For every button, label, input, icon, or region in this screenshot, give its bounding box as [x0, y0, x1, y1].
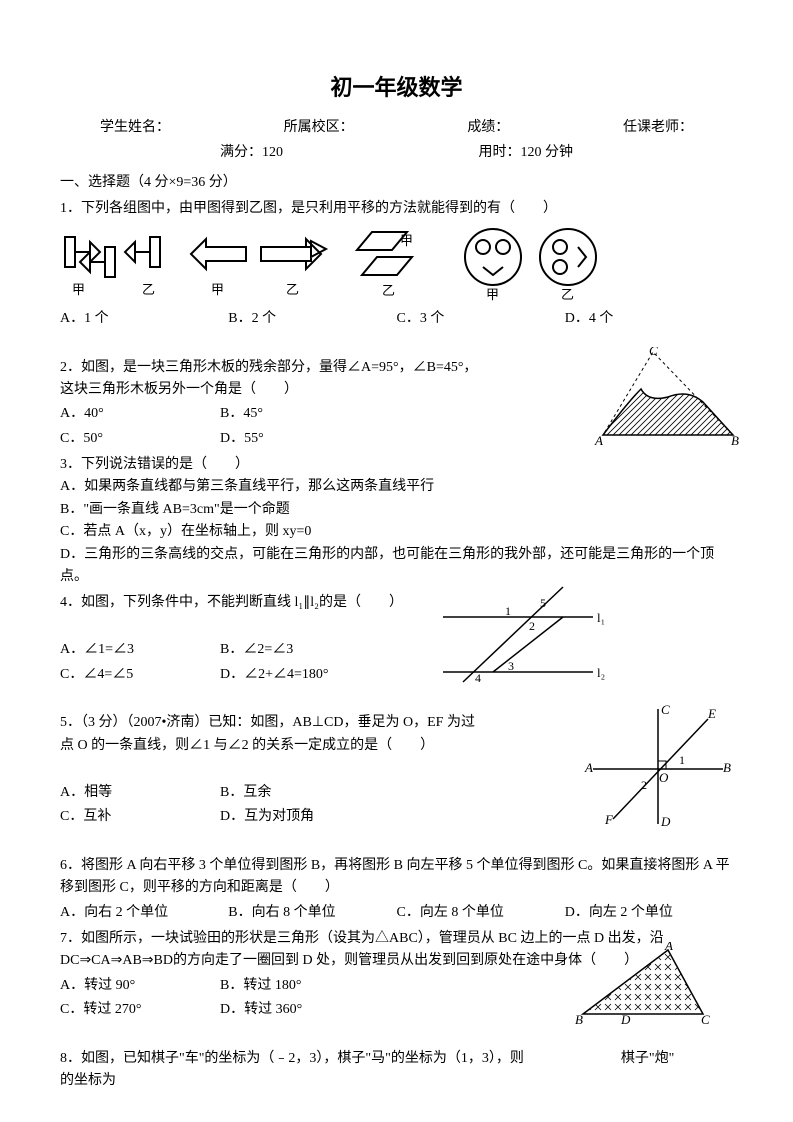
svg-text:2: 2 — [529, 619, 535, 633]
q5-figure: A B C D E F O 1 2 — [583, 704, 733, 829]
svg-text:1: 1 — [679, 753, 685, 767]
q7-optA: A．转过 90° — [60, 975, 220, 997]
time-label: 用时：120 分钟 — [479, 142, 574, 164]
q4-text: 4．如图，下列条件中，不能判断直线 l₁∥l₂的是（ ） — [60, 592, 733, 614]
svg-text:C: C — [701, 1012, 710, 1027]
svg-text:乙: 乙 — [561, 287, 574, 302]
q3-text: 3．下列说法错误的是（ ） — [60, 454, 733, 476]
svg-text:甲: 甲 — [486, 287, 499, 302]
q5-optC: C．互补 — [60, 806, 220, 828]
section-1-title: 一、选择题（4 分×9=36 分） — [60, 172, 733, 194]
svg-text:B: B — [575, 1012, 583, 1027]
q7-optB: B．转过 180° — [220, 975, 380, 997]
svg-text:D: D — [620, 1012, 631, 1027]
name-label: 学生姓名： — [100, 117, 170, 139]
q6-optB: B．向右 8 个单位 — [228, 902, 396, 924]
svg-text:乙: 乙 — [286, 282, 299, 297]
svg-text:A: A — [664, 942, 673, 953]
question-2: 2．如图，是一块三角形木板的残余部分，量得∠A=95°，∠B=45°， 这块三角… — [60, 357, 733, 451]
question-6: 6．将图形 A 向右平移 3 个单位得到图形 B，再将图形 B 向左平移 5 个… — [60, 855, 733, 924]
q2-optA: A．40° — [60, 403, 220, 425]
q1-options: A．1 个 B．2 个 C．3 个 D．4 个 — [60, 308, 733, 330]
q6-optD: D．向左 2 个单位 — [565, 902, 733, 924]
q7-figure: A B C D — [573, 942, 713, 1027]
svg-text:B: B — [731, 433, 739, 447]
q1-optD: D．4 个 — [565, 308, 733, 330]
svg-text:2: 2 — [641, 778, 647, 792]
svg-text:A: A — [594, 433, 603, 447]
svg-text:O: O — [659, 770, 669, 785]
q3-optB: B．"画一条直线 AB=3cm"是一个命题 — [60, 499, 733, 521]
q8-text-b: 棋子"炮" — [621, 1051, 674, 1066]
svg-text:l₁: l₁ — [597, 610, 605, 625]
q2-optD: D．55° — [220, 428, 380, 450]
svg-text:5: 5 — [540, 596, 546, 610]
header-row-2: 满分：120 用时：120 分钟 — [60, 142, 733, 164]
q1-optC: C．3 个 — [397, 308, 565, 330]
header-row-1: 学生姓名： 所属校区： 成绩： 任课老师： — [60, 117, 733, 139]
q4-figure: l₁ l₂ 1 2 5 3 4 — [433, 582, 613, 692]
svg-text:甲: 甲 — [211, 282, 224, 297]
q2-optB: B．45° — [220, 403, 380, 425]
q1-fig-4: 甲 乙 — [458, 227, 608, 302]
svg-text:C: C — [649, 347, 658, 358]
svg-text:l₂: l₂ — [597, 665, 605, 680]
q1-optB: B．2 个 — [228, 308, 396, 330]
q1-optA: A．1 个 — [60, 308, 228, 330]
svg-text:A: A — [584, 760, 593, 775]
q7-optC: C．转过 270° — [60, 999, 220, 1021]
q4-options-row2: C．∠4=∠5 D．∠2+∠4=180° — [60, 664, 733, 686]
page-title: 初一年级数学 — [60, 70, 733, 105]
q6-options: A．向右 2 个单位 B．向右 8 个单位 C．向左 8 个单位 D．向左 2 … — [60, 902, 733, 924]
svg-text:F: F — [604, 812, 614, 827]
svg-text:E: E — [707, 706, 716, 721]
svg-text:D: D — [660, 814, 671, 829]
fullscore-label: 满分：120 — [220, 142, 479, 164]
svg-text:3: 3 — [508, 659, 514, 673]
q8-text-c: 的坐标为 — [60, 1070, 733, 1092]
q8-text-a: 8．如图，已知棋子"车"的坐标为（﹣2，3），棋子"马"的坐标为（1，3），则 — [60, 1051, 524, 1066]
svg-text:4: 4 — [475, 671, 481, 685]
svg-text:B: B — [723, 760, 731, 775]
q1-text: 1．下列各组图中，由甲图得到乙图，是只利用平移的方法就能得到的有（ ） — [60, 198, 733, 220]
campus-label: 所属校区： — [284, 117, 354, 139]
q4-options-row1: A．∠1=∠3 B．∠2=∠3 — [60, 639, 733, 661]
q3-optD: D．三角形的三条高线的交点，可能在三角形的内部，也可能在三角形的我外部，还可能是… — [60, 544, 733, 589]
svg-text:甲: 甲 — [400, 233, 413, 248]
q7-optD: D．转过 360° — [220, 999, 380, 1021]
q5-optD: D．互为对顶角 — [220, 806, 380, 828]
svg-text:C: C — [661, 704, 670, 717]
q3-optA: A．如果两条直线都与第三条直线平行，那么这两条直线平行 — [60, 476, 733, 498]
svg-text:乙: 乙 — [382, 283, 395, 298]
q4-optD: D．∠2+∠4=180° — [220, 664, 380, 686]
q6-optC: C．向左 8 个单位 — [397, 902, 565, 924]
question-3: 3．下列说法错误的是（ ） A．如果两条直线都与第三条直线平行，那么这两条直线平… — [60, 454, 733, 588]
score-label: 成绩： — [467, 117, 509, 139]
q4-optB: B．∠2=∠3 — [220, 639, 380, 661]
q3-optC: C．若点 A（x，y）在坐标轴上，则 xy=0 — [60, 521, 733, 543]
q5-optB: B．互余 — [220, 782, 380, 804]
svg-text:甲: 甲 — [72, 282, 85, 297]
q2-figure: A B C — [593, 347, 743, 447]
q4-optA: A．∠1=∠3 — [60, 639, 220, 661]
q1-diagrams: 甲 乙 甲 乙 甲 乙 — [60, 227, 733, 302]
q1-fig-3: 甲 乙 — [352, 227, 442, 302]
q5-optA: A．相等 — [60, 782, 220, 804]
svg-text:1: 1 — [505, 604, 511, 618]
q4-optC: C．∠4=∠5 — [60, 664, 220, 686]
question-4: 4．如图，下列条件中，不能判断直线 l₁∥l₂的是（ ） A．∠1=∠3 B．∠… — [60, 592, 733, 686]
question-7: 7．如图所示，一块试验田的形状是三角形（设其为△ABC），管理员从 BC 边上的… — [60, 928, 733, 1022]
q6-text: 6．将图形 A 向右平移 3 个单位得到图形 B，再将图形 B 向左平移 5 个… — [60, 855, 733, 900]
q6-optA: A．向右 2 个单位 — [60, 902, 228, 924]
q1-fig-2: 甲 乙 — [186, 229, 336, 299]
q1-fig-1: 甲 乙 — [60, 229, 170, 299]
teacher-label: 任课老师： — [623, 117, 693, 139]
question-8: 8．如图，已知棋子"车"的坐标为（﹣2，3），棋子"马"的坐标为（1，3），则 … — [60, 1048, 733, 1093]
question-1: 1．下列各组图中，由甲图得到乙图，是只利用平移的方法就能得到的有（ ） 甲 乙 … — [60, 198, 733, 330]
svg-text:乙: 乙 — [142, 282, 155, 297]
q2-optC: C．50° — [60, 428, 220, 450]
question-5: 5．（3 分）（2007•济南）已知：如图，AB⊥CD，垂足为 O，EF 为过 … — [60, 712, 733, 828]
